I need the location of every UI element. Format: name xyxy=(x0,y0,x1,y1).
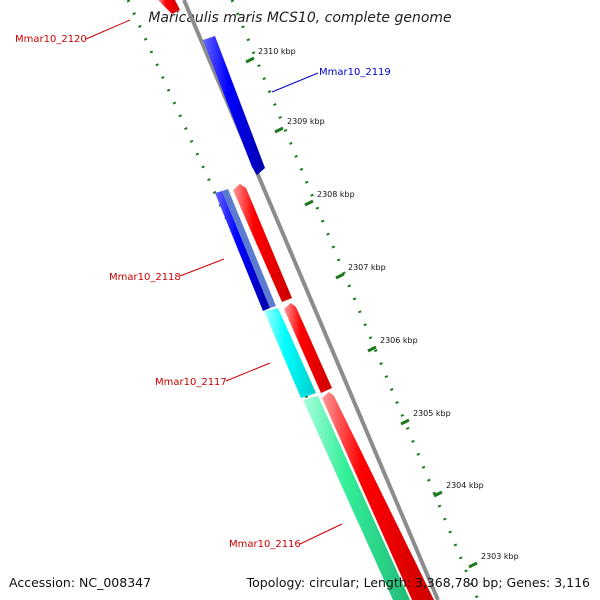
scale-ticks: 2310 kbp 2309 kbp 2308 kbp 2307 kbp 2306 kbp… xyxy=(245,47,519,569)
tick-label: 2307 kbp xyxy=(348,263,386,272)
genome-summary-text: Topology: circular; Length: 3,368,780 bp… xyxy=(246,575,590,590)
gene-mmar10-2119[interactable] xyxy=(203,36,265,175)
label-mmar10-2119[interactable]: Mmar10_2119 xyxy=(319,67,391,78)
tick-label: 2309 kbp xyxy=(287,117,325,126)
label-mmar10-2116[interactable]: Mmar10_2116 xyxy=(229,539,301,550)
label-mmar10-2120[interactable]: Mmar10_2120 xyxy=(15,34,87,45)
page-title: Maricaulis maris MCS10, complete genome xyxy=(148,10,452,26)
gene-mmar10-2120[interactable] xyxy=(158,0,180,14)
tick-label: 2303 kbp xyxy=(481,552,519,561)
tick-mark xyxy=(433,490,443,498)
genome-backbone xyxy=(182,0,440,600)
gene-forward-red-1[interactable] xyxy=(233,184,292,302)
tick-label: 2306 kbp xyxy=(380,336,418,345)
tick-mark xyxy=(304,199,314,207)
tick-mark xyxy=(335,272,345,280)
accession-text: Accession: NC_008347 xyxy=(9,575,152,590)
label-mmar10-2117[interactable]: Mmar10_2117 xyxy=(155,377,227,388)
tick-mark xyxy=(245,56,255,64)
tick-mark xyxy=(468,561,478,569)
tick-label: 2310 kbp xyxy=(258,47,296,56)
gene-labels: Mmar10_2120 Mmar10_2119 Mmar10_2118 Mmar… xyxy=(15,19,391,550)
gene-mmar10-2116[interactable] xyxy=(303,396,410,600)
tick-label: 2304 kbp xyxy=(446,481,484,490)
gene-mmar10-2118-alt xyxy=(222,189,276,308)
tick-mark xyxy=(400,418,410,426)
gene-mmar10-2117[interactable] xyxy=(264,308,316,398)
tick-mark xyxy=(274,126,284,134)
gene-forward-red-2[interactable] xyxy=(284,303,332,393)
gene-forward-red-3[interactable] xyxy=(322,392,434,600)
tick-label: 2305 kbp xyxy=(413,409,451,418)
label-mmar10-2118[interactable]: Mmar10_2118 xyxy=(109,272,181,283)
tick-mark xyxy=(367,345,377,353)
gene-mmar10-2118[interactable] xyxy=(215,191,270,311)
tick-label: 2308 kbp xyxy=(317,190,355,199)
